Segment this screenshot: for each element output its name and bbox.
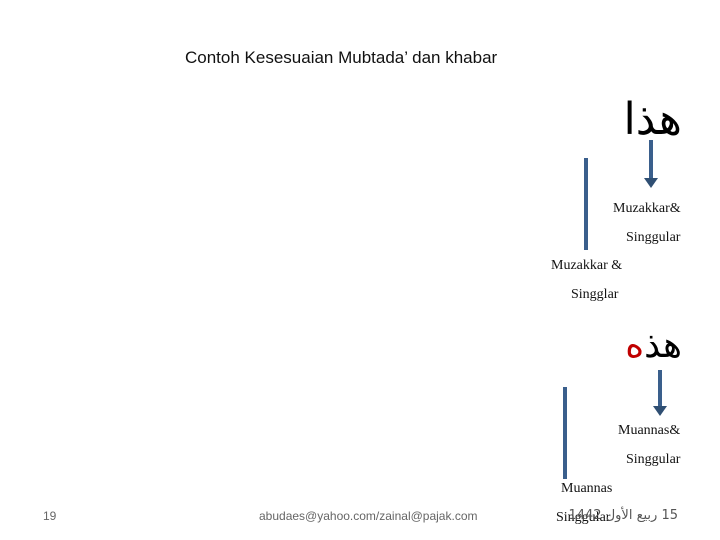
arrow-down-1: [644, 140, 658, 188]
arrow-down-2: [653, 370, 667, 416]
arabic-base: هذ: [644, 325, 682, 366]
page-number: 19: [43, 509, 57, 523]
arrow-line-2: [563, 387, 567, 479]
label-muzakkar-2: Muzakkar &: [551, 258, 623, 273]
arrow-line-1: [584, 158, 588, 250]
label-muannas-1: Muannas&: [618, 423, 681, 438]
footer-email: abudaes@yahoo.com/zainal@pajak.com: [259, 509, 478, 523]
label-singular-2: Singglar: [571, 287, 619, 302]
arabic-word-hadzihi: هذه: [625, 328, 682, 364]
label-muannas-2: Muannas: [561, 481, 613, 496]
label-singular-3: Singgular: [626, 452, 681, 467]
arabic-word-hadza: هذا: [623, 94, 682, 145]
label-singular-1: Singgular: [626, 230, 681, 245]
slide-title: Contoh Kesesuaian Mubtada’ dan khabar: [185, 48, 498, 67]
label-muzakkar-1: Muzakkar&: [613, 201, 681, 216]
arabic-ending: ه: [625, 325, 645, 366]
footer-date: 15 ربيع الأول 1442: [568, 508, 678, 523]
label-singular-4: Singgular: [556, 510, 611, 525]
